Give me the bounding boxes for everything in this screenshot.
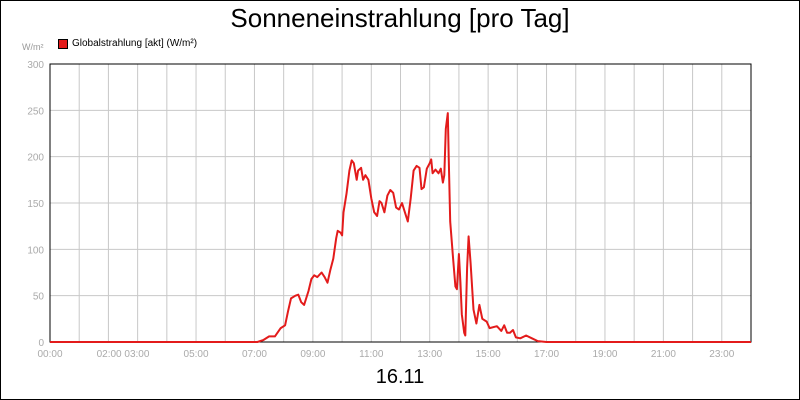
x-tick-label: 21:00 [651, 349, 676, 360]
y-tick-label: 100 [27, 245, 44, 256]
x-tick-label: 09:00 [300, 349, 325, 360]
x-tick-label: 15:00 [476, 349, 501, 360]
y-tick-label: 50 [33, 292, 45, 303]
y-tick-label: 200 [27, 153, 44, 164]
plot-border [49, 63, 752, 343]
y-tick-label: 0 [38, 338, 44, 349]
chart-title: Sonneneinstrahlung [pro Tag] [230, 3, 570, 33]
y-axis-unit: W/m² [22, 42, 44, 52]
x-tick-label: 23:00 [709, 349, 734, 360]
x-tick-label: 02:00 03:00 [97, 349, 150, 360]
series-line [50, 112, 751, 343]
x-tick-label: 05:00 [184, 349, 209, 360]
x-tick-label: 07:00 [242, 349, 267, 360]
legend-swatch [58, 38, 68, 49]
legend: Globalstrahlung [akt] (W/m²) [58, 38, 197, 49]
x-tick-label: 13:00 [417, 349, 442, 360]
x-tick-label: 00:00 [37, 349, 62, 360]
y-tick-label: 150 [27, 199, 44, 210]
x-axis-label: 16.11 [375, 366, 425, 388]
legend-label: Globalstrahlung [akt] (W/m²) [72, 38, 198, 49]
x-tick-label: 11:00 [359, 349, 384, 360]
x-tick-label: 19:00 [592, 349, 617, 360]
y-tick-label: 250 [27, 106, 44, 117]
y-tick-label: 300 [27, 60, 44, 71]
x-tick-label: 17:00 [534, 349, 559, 360]
